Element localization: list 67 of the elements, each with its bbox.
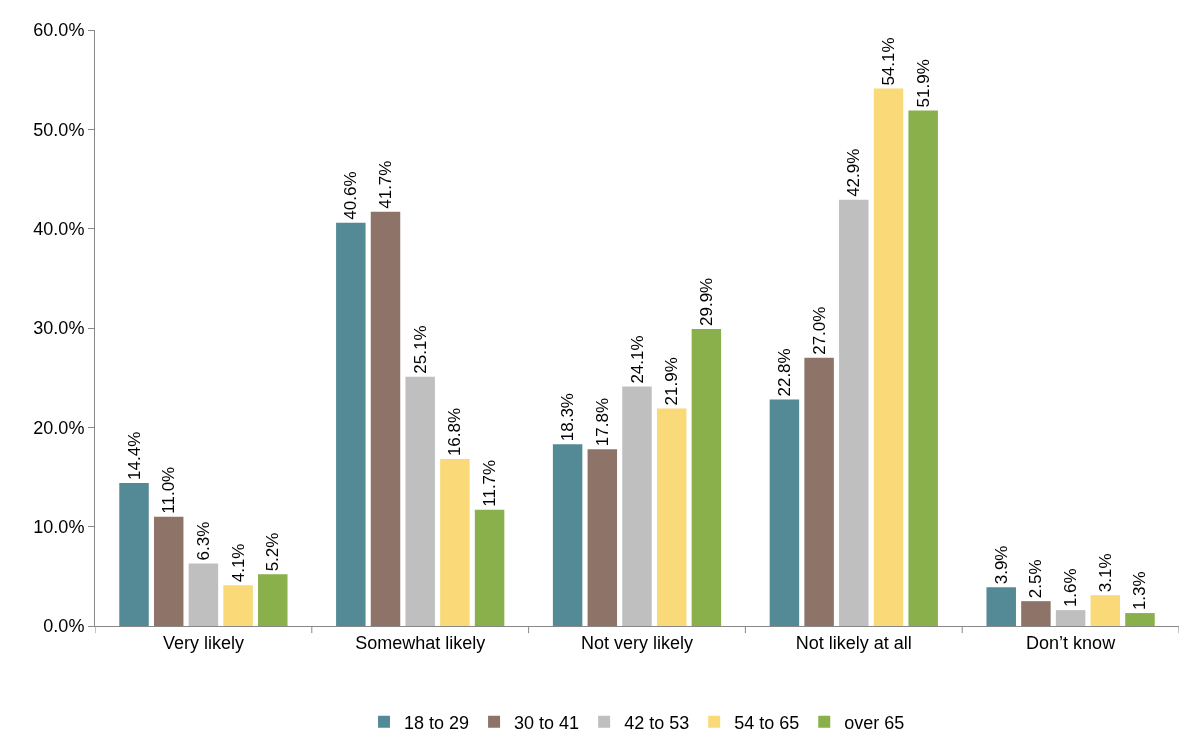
bar [370,211,401,626]
bar [440,459,470,626]
data-label: 54.1% [878,37,898,86]
bar [153,516,184,626]
y-tick-label: 40.0% [33,218,85,239]
legend-label: 54 to 65 [734,712,800,733]
bar [119,482,149,626]
bar [258,574,288,626]
x-tick-label: Very likely [162,632,244,653]
data-label: 14.4% [124,431,144,480]
y-tick-label: 60.0% [33,20,85,41]
y-tick-label: 30.0% [33,318,85,339]
bar [1021,601,1051,626]
bar [908,110,938,626]
data-label: 24.1% [627,335,647,384]
legend-label: 30 to 41 [514,712,580,733]
x-tick-label: Not very likely [580,632,694,653]
data-label: 11.0% [159,466,179,514]
data-label: 22.8% [774,348,794,397]
y-tick-label: 20.0% [33,417,85,438]
bar [336,222,366,626]
bar [839,199,869,626]
legend-label: over 65 [844,712,905,733]
bar [405,376,435,626]
bar [552,444,583,626]
bar [474,509,505,626]
data-label: 42.9% [844,148,864,197]
y-tick-label: 0.0% [43,616,85,637]
y-tick-label: 10.0% [33,516,85,537]
data-label: 11.7% [480,459,500,507]
bar [769,399,800,626]
bar [223,585,253,626]
x-tick-label: Not likely at all [795,632,912,653]
bar [804,357,834,626]
data-label: 25.1% [410,325,430,374]
bar [873,88,904,626]
bar [1055,610,1086,626]
data-label: 16.8% [445,407,465,457]
data-label: 21.9% [662,357,682,406]
data-label: 1.6% [1061,568,1081,608]
bar [691,328,722,626]
data-label: 6.3% [193,521,213,561]
bar [986,587,1016,626]
data-label: 17.8% [592,397,612,447]
data-label: 18.3% [558,393,578,442]
data-label: 3.1% [1095,553,1115,593]
data-label: 27.0% [809,306,829,355]
bar [587,449,618,626]
legend-label: 42 to 53 [624,712,690,733]
data-label: 4.1% [228,543,248,583]
legend-label: 18 to 29 [404,712,470,733]
data-label: 5.2% [263,532,283,572]
bar [188,563,219,626]
data-label: 3.9% [991,545,1011,585]
data-label: 41.7% [376,160,396,209]
bar [622,386,652,626]
data-label: 40.6% [341,171,361,220]
bar [1090,595,1121,626]
data-label: 29.9% [696,277,716,326]
data-label: 51.9% [913,59,933,108]
y-tick-label: 50.0% [33,119,85,140]
data-label: 2.5% [1026,559,1046,599]
data-label: 1.3% [1130,571,1150,611]
x-tick-label: Don’t know [1026,632,1117,653]
bar [1125,613,1155,626]
x-tick-label: Somewhat likely [355,632,486,653]
bar [656,408,687,626]
